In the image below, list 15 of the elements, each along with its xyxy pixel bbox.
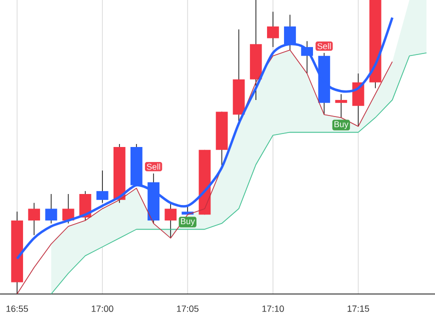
x-tick-label: 17:15 (348, 306, 370, 312)
x-tick-label: 16:55 (6, 306, 28, 312)
candlestick (28, 202, 40, 236)
x-tick-label: 17:10 (262, 306, 284, 312)
annotation: Buy (180, 218, 195, 226)
candlestick (267, 11, 279, 48)
x-tick-label: 17:05 (177, 306, 198, 312)
annotation: Buy (334, 121, 348, 129)
x-tick-label: 17:00 (92, 306, 114, 312)
candlestick (45, 194, 58, 224)
annotation: Sell (317, 42, 331, 50)
candlestick (335, 94, 348, 118)
candlestick (164, 202, 177, 238)
annotation: Sell (146, 164, 160, 170)
candlestick (96, 170, 108, 204)
